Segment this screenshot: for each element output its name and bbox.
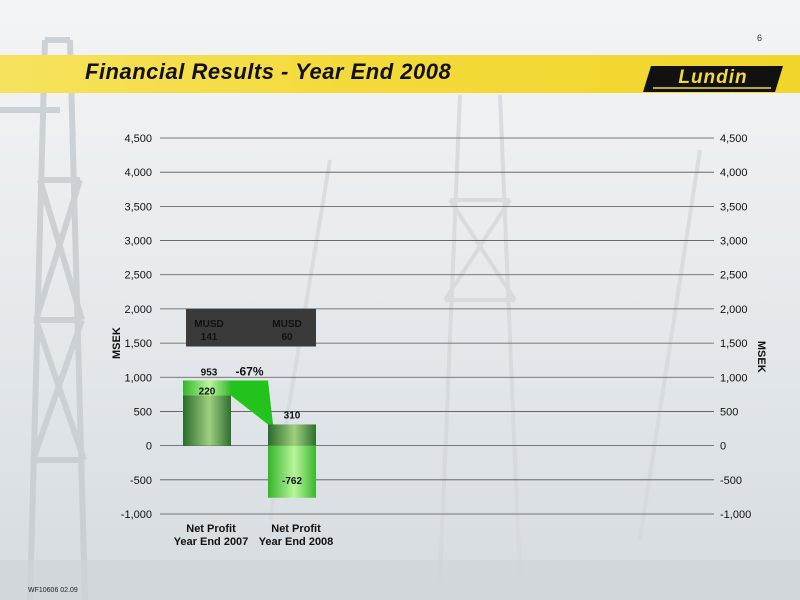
y-axis-right-ticks: -1,000 -500 0 500 1,000 1,500 2,000 2,500 3,000 3… <box>720 133 751 521</box>
logo-text: Lundin <box>678 67 748 88</box>
footer-code: WF10606 02.09 <box>28 587 78 594</box>
change-percent-label: -67% <box>235 364 263 378</box>
category-label-2008: Net Profit Year End 2008 <box>259 523 334 548</box>
y-axis-left-ticks: -1,000 -500 0 500 1,000 1,500 2,000 2,500 3,000 3… <box>121 133 152 521</box>
category-label-line: Year End 2007 <box>174 536 249 548</box>
bar-2007-total-label: 953 <box>201 367 218 378</box>
y-tick-label-right: 3,500 <box>720 201 748 213</box>
y-tick-label-right: 4,500 <box>720 133 748 145</box>
y-tick-label-left: 1,500 <box>124 338 152 350</box>
bar-2008-total-label: 310 <box>284 410 301 421</box>
musd-header-2008: MUSD <box>272 319 301 330</box>
page-title: Financial Results - Year End 2008 <box>85 59 452 84</box>
y-tick-label-right: 1,000 <box>720 372 748 384</box>
y-tick-label-right: 3,000 <box>720 236 748 248</box>
change-connector <box>231 380 273 425</box>
y-tick-label-left: 500 <box>134 406 152 418</box>
bar-2008-base <box>268 424 316 446</box>
y-tick-label-left: -1,000 <box>121 509 152 521</box>
lundin-logo: Lundin <box>643 66 783 92</box>
y-tick-label-left: -500 <box>130 475 152 487</box>
y-tick-label-right: 0 <box>720 441 726 453</box>
y-tick-label-right: 2,500 <box>720 270 748 282</box>
y-tick-label-left: 2,500 <box>124 270 152 282</box>
musd-box-background <box>186 308 316 347</box>
bar-2008-segment-label: -762 <box>282 476 302 487</box>
y-tick-label-left: 1,000 <box>124 372 152 384</box>
category-label-line: Year End 2008 <box>259 536 334 548</box>
musd-value-2008: 60 <box>281 332 293 343</box>
logo-shape-icon <box>643 66 783 92</box>
bar-2007-segment <box>183 380 231 396</box>
musd-header-2007: MUSD <box>194 319 223 330</box>
bar-2007-base <box>183 395 231 446</box>
y-tick-label-right: 2,000 <box>720 304 748 316</box>
y-tick-label-right: 500 <box>720 406 738 418</box>
y-axis-right-title: MSEK <box>755 341 767 373</box>
y-axis-left-title: MSEK <box>111 327 123 359</box>
category-label-2007: Net Profit Year End 2007 <box>174 523 249 548</box>
y-tick-label-left: 4,000 <box>124 167 152 179</box>
y-tick-label-left: 0 <box>146 441 152 453</box>
page-number: 6 <box>756 33 762 43</box>
musd-box: MUSD 141 MUSD 60 <box>186 308 316 347</box>
y-tick-label-right: -500 <box>720 475 742 487</box>
y-tick-label-right: -1,000 <box>720 509 751 521</box>
y-tick-label-left: 4,500 <box>124 133 152 145</box>
bar-2008-segment <box>268 445 316 498</box>
y-tick-label-left: 3,500 <box>124 201 152 213</box>
musd-value-2007: 141 <box>201 332 218 343</box>
y-tick-label-left: 2,000 <box>124 304 152 316</box>
y-tick-label-right: 1,500 <box>720 338 748 350</box>
bar-2007-segment-label: 220 <box>199 386 216 397</box>
category-label-line: Net Profit <box>186 523 236 535</box>
y-tick-label-left: 3,000 <box>124 236 152 248</box>
category-label-line: Net Profit <box>271 523 321 535</box>
y-tick-label-right: 4,000 <box>720 167 748 179</box>
